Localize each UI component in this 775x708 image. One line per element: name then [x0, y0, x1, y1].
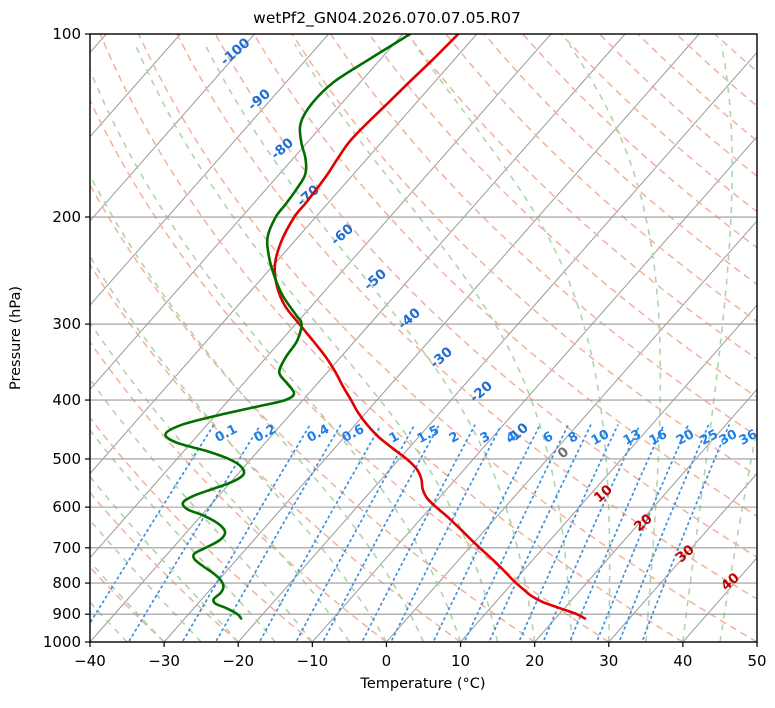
mixing-ratio-line: [361, 424, 476, 642]
x-tick-label: −40: [74, 652, 106, 670]
y-tick-label: 400: [52, 391, 81, 409]
isotherm-line: [608, 472, 757, 642]
moist-adiabat-line: [413, 43, 611, 642]
mixing-ratio-line: [432, 424, 541, 642]
page-title: wetPf2_GN04.2026.070.07.05.R07: [253, 9, 521, 28]
dry-adiabat-line: [90, 416, 313, 642]
dry-adiabat-line: [176, 34, 757, 600]
mixing-ratio-line: [321, 424, 440, 642]
mixing-ratio-line: [463, 424, 569, 642]
mixing-ratio-line: [618, 424, 710, 642]
x-tick-label: 20: [525, 652, 544, 670]
y-tick-label: 1000: [43, 633, 81, 651]
y-axis-label: Pressure (hPa): [8, 286, 24, 390]
isotherm-line: [90, 34, 404, 391]
isotherm-line: [90, 34, 478, 475]
mixing-ratio-line: [568, 424, 665, 642]
mixing-ratio-line: [127, 424, 262, 642]
isotherm-line: [90, 34, 255, 222]
moist-adiabat-line: [90, 254, 388, 642]
x-tick-label: 30: [599, 652, 618, 670]
y-tick-label: 100: [52, 25, 81, 43]
mixing-ratio-line: [595, 424, 689, 642]
x-tick-label: 50: [747, 652, 766, 670]
dry-adiabat-line: [137, 34, 757, 642]
x-tick-label: −10: [297, 652, 329, 670]
mixing-ratio-line: [214, 424, 342, 642]
y-tick-label: 700: [52, 539, 81, 557]
isotherm-line: [311, 135, 757, 642]
y-tick-label: 900: [52, 605, 81, 623]
isotherm-line: [386, 220, 757, 642]
y-tick-label: 800: [52, 574, 81, 592]
x-tick-label: 0: [382, 652, 392, 670]
y-tick-label: 300: [52, 315, 81, 333]
dry-adiabat-line: [253, 34, 757, 517]
isotherm-line: [237, 51, 757, 642]
dry-adiabat-line: [214, 34, 757, 559]
y-tick-label: 200: [52, 208, 81, 226]
dry-adiabat-line: [329, 34, 757, 438]
mixing-ratio-line: [295, 424, 416, 642]
isotherm-line: [163, 34, 700, 642]
dewpoint-curve: [164, 34, 412, 620]
dry-adiabat-line: [90, 263, 462, 642]
sounding-curves: [164, 34, 587, 620]
moist-adiabat-line: [682, 44, 734, 642]
moist-adiabat-line: [719, 424, 757, 642]
moist-adiabat-line: [134, 44, 499, 642]
major-gridlines: [90, 34, 757, 642]
x-tick-label: 10: [451, 652, 470, 670]
x-axis-label: Temperature (°C): [359, 676, 485, 692]
y-tick-label: 600: [52, 498, 81, 516]
mixing-ratio-line: [390, 424, 503, 642]
moist-adiabat-line: [90, 378, 313, 642]
x-tick-label: 40: [673, 652, 692, 670]
isotherm-line: [534, 388, 757, 642]
moist-adiabat-line: [294, 43, 573, 642]
isotherm-line: [90, 34, 552, 559]
dry-adiabat-line: [483, 34, 757, 286]
mixing-ratio-line: [641, 424, 730, 642]
moist-adiabat-line: [204, 44, 536, 642]
dry-adiabat-line: [90, 98, 610, 642]
mixing-ratio-line: [181, 424, 311, 642]
y-axis: 100 200 300 400 500 600 700 800 900 1000: [43, 25, 90, 651]
moist-adiabat-line: [568, 43, 662, 642]
plot-frame: [89, 33, 758, 643]
mixing-ratio-line: [518, 424, 619, 642]
dry-adiabat-line: [90, 491, 239, 642]
temperature-curve: [273, 34, 587, 620]
isotherm-line: [90, 34, 329, 306]
x-tick-label: −30: [148, 652, 180, 670]
mixing-ratio-line: [488, 424, 592, 642]
dry-adiabat-line: [368, 34, 757, 399]
x-axis: −40 −30 −20 −10 0 10 20 30 40 50: [74, 642, 767, 670]
dry-adiabat-line: [90, 183, 536, 642]
background-gridlines: [90, 34, 757, 642]
dry-adiabat-line: [90, 566, 165, 642]
x-tick-label: −20: [222, 652, 254, 670]
mixing-ratio-line: [542, 424, 641, 642]
mixing-ratio-label: 36: [737, 427, 760, 449]
y-tick-label: 500: [52, 450, 81, 468]
isotherm-line: [90, 34, 181, 138]
mixing-ratio-line: [90, 424, 215, 625]
